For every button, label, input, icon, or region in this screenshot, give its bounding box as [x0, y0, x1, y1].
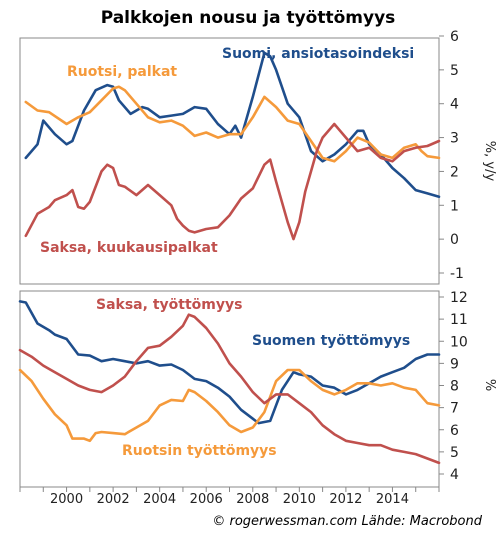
y-tick-label-bottom: 10	[450, 334, 468, 350]
series-line-ruotsi-bottom	[18, 368, 441, 443]
x-tick-label: 2014	[376, 492, 409, 507]
y-tick-label-top: 0	[450, 232, 459, 248]
bottom-panel: 4 5 6 7 8 9 10 11 12% 2000 2002 2004 2006 2008 2010 201…	[18, 290, 496, 507]
x-tick-label: 2002	[97, 492, 130, 507]
x-tick-label: 2006	[190, 492, 223, 507]
y-tick-label-bottom: 5	[450, 445, 459, 461]
series-line-ruotsi-top	[24, 85, 441, 163]
y-tick-label-top: 5	[450, 63, 459, 79]
series-line-saksa-bottom	[18, 313, 441, 465]
chart-title: Palkkojen nousu ja työttömyys	[100, 8, 396, 28]
series-annotation-ruotsi-top: Ruotsi, palkat	[67, 64, 177, 80]
series-annotation-saksa-bottom: Saksa, työttömyys	[96, 297, 242, 313]
y-tick-label-bottom: 12	[450, 290, 468, 306]
series-line-saksa-top	[24, 122, 441, 241]
x-tick-label: 2012	[329, 492, 362, 507]
y-tick-label-bottom: 11	[450, 312, 468, 328]
series-line-suomi-top	[24, 51, 441, 199]
y-tick-label-bottom: 9	[450, 356, 459, 372]
x-tick-label: 2008	[236, 492, 269, 507]
y-tick-label-bottom: 8	[450, 379, 459, 395]
x-tick-label: 2010	[283, 492, 316, 507]
footer-credit: © rogerwessman.com Lähde: Macrobond	[212, 514, 482, 529]
series-annotation-suomi-top: Suomi, ansiotasoindeksi	[222, 46, 414, 62]
y-tick-label-bottom: 4	[450, 467, 459, 483]
y-tick-label-top: -1	[450, 266, 464, 282]
series-annotation-ruotsi-bottom: Ruotsin työttömyys	[122, 443, 277, 459]
y-tick-label-top: 1	[450, 198, 459, 214]
series-line-suomi-bottom	[18, 300, 441, 425]
top-panel-frame	[19, 37, 440, 285]
y-tick-label-top: 3	[450, 131, 459, 147]
y-tick-label-top: 2	[450, 164, 459, 180]
y-axis-label-bottom: %	[482, 379, 496, 391]
y-tick-label-top: 6	[450, 29, 459, 45]
top-panel: -1 0 1 2 3 4 5 6 %, y/y Suomi, ansiotasoindeksi Ru…	[24, 29, 496, 282]
y-tick-label-bottom: 7	[450, 401, 459, 417]
series-annotation-suomi-bottom: Suomen työttömyys	[252, 333, 410, 349]
y-axis-label-top: %, y/y	[482, 141, 496, 182]
x-tick-label: 2004	[143, 492, 176, 507]
y-tick-label-bottom: 6	[450, 423, 459, 439]
series-annotation-saksa-top: Saksa, kuukausipalkat	[40, 240, 218, 256]
x-tick-label: 2000	[50, 492, 83, 507]
y-tick-label-top: 4	[450, 97, 459, 113]
